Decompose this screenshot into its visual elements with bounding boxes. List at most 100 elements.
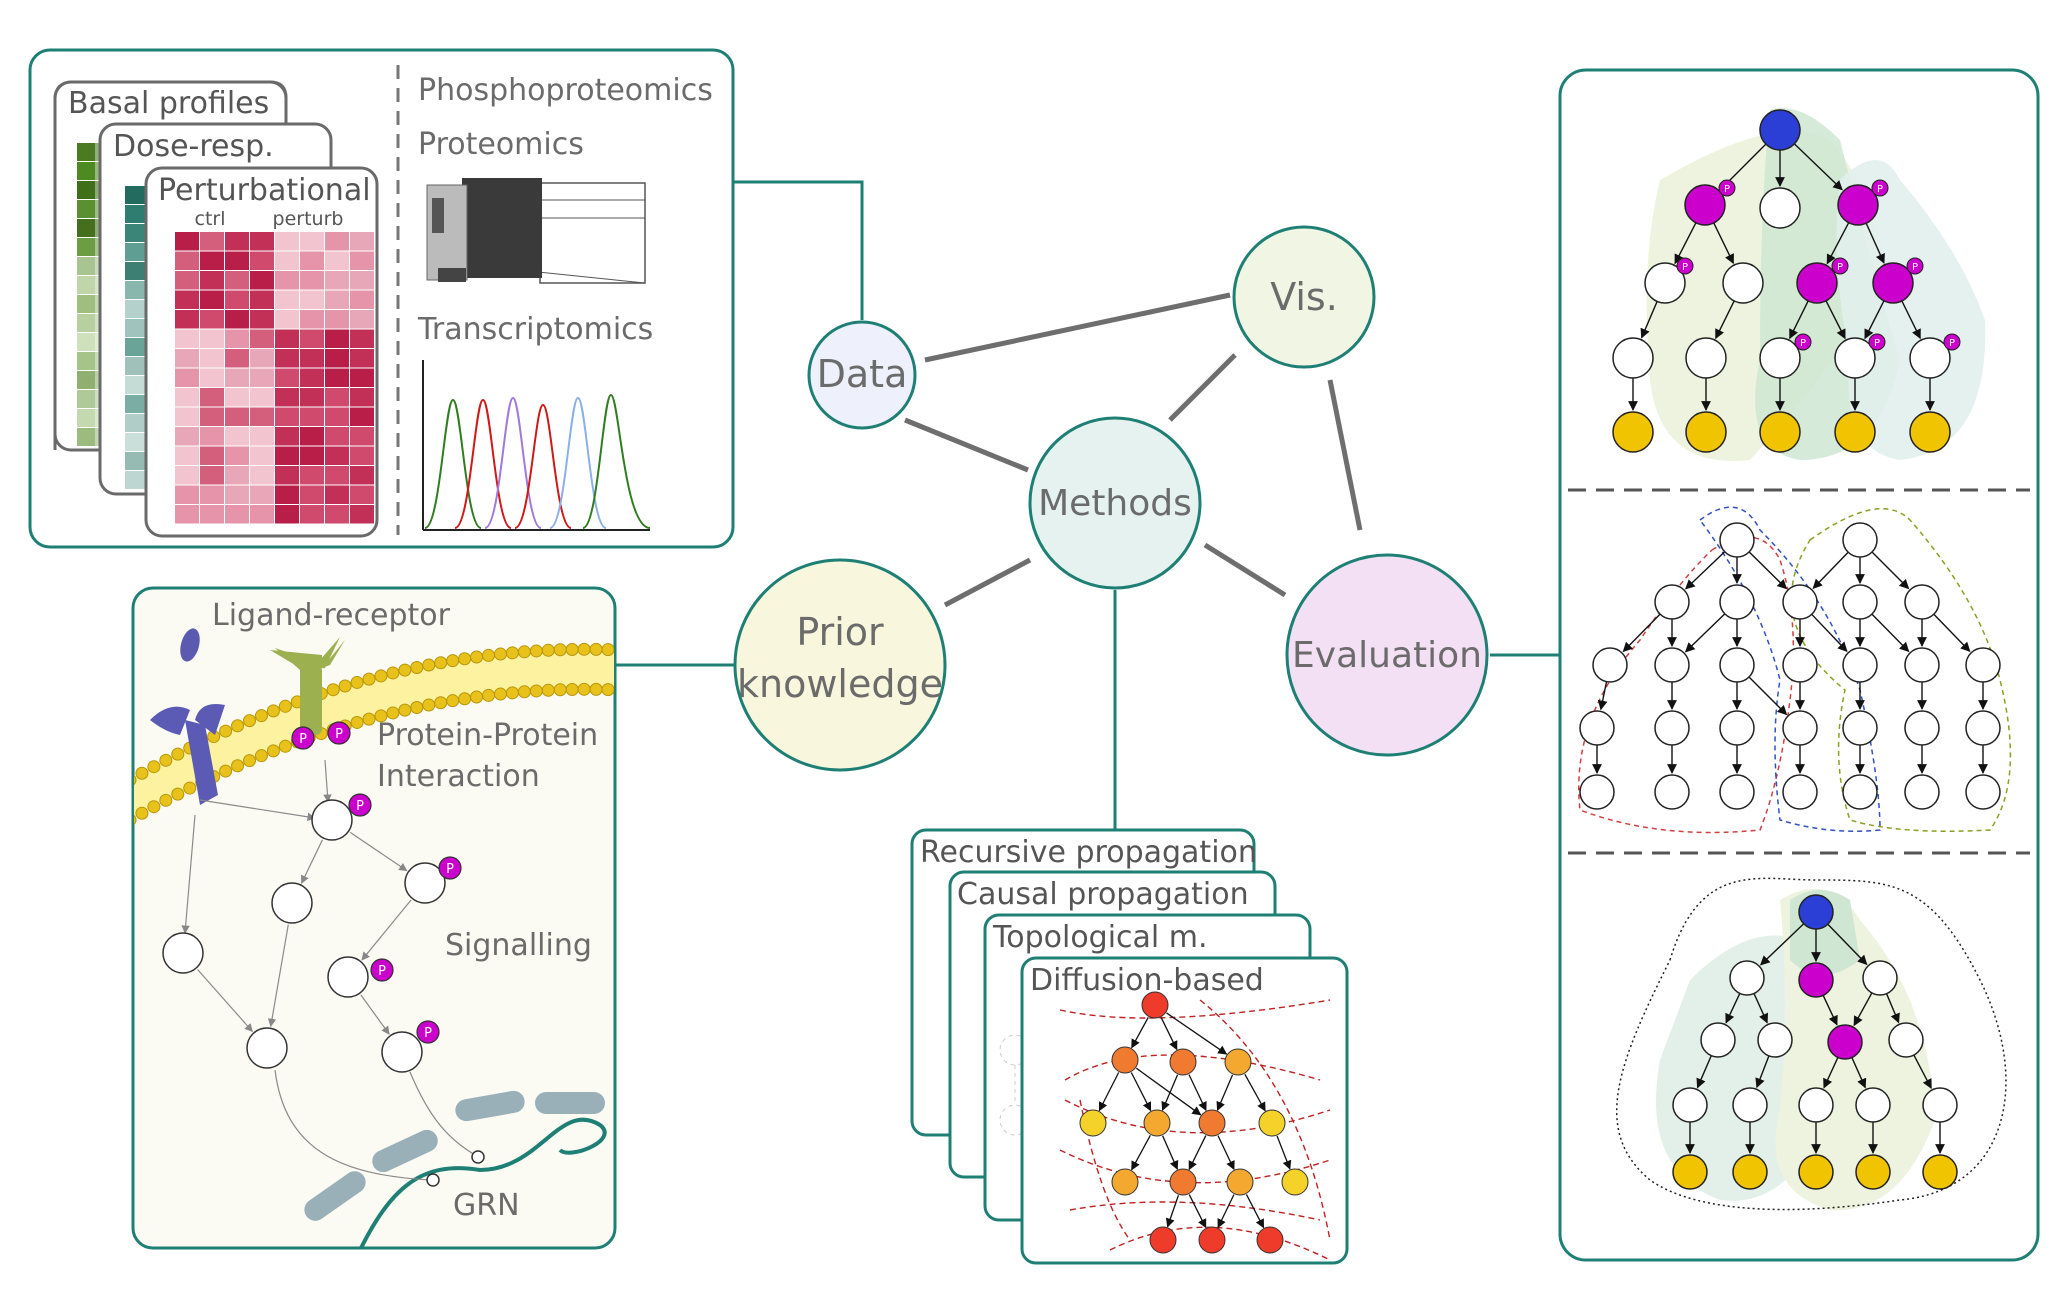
phospho-badge bbox=[1794, 333, 1812, 351]
proteomics-label: Proteomics bbox=[418, 127, 584, 162]
tree-node bbox=[1855, 1154, 1891, 1190]
diffusion-edge bbox=[1161, 1074, 1179, 1111]
evaluation-panel: P P P P P P P P bbox=[1558, 68, 2040, 1262]
heat-cell bbox=[325, 251, 349, 270]
heat-cell bbox=[225, 271, 249, 290]
tree-node bbox=[1700, 1022, 1736, 1058]
heat-cell bbox=[225, 232, 249, 251]
protein-node bbox=[271, 882, 313, 924]
lipid-dot bbox=[159, 753, 173, 767]
evaluation-trees: P P P P P P P P bbox=[1579, 109, 2001, 1190]
vis-node[interactable]: Vis. bbox=[1232, 225, 1376, 369]
heat-cell bbox=[77, 390, 95, 408]
heat-cell bbox=[225, 329, 249, 348]
vis-node-label: Vis. bbox=[1270, 275, 1338, 319]
heat-cell bbox=[275, 368, 299, 387]
evaluation-node[interactable]: Evaluation bbox=[1285, 553, 1489, 757]
lipid-dot bbox=[541, 683, 555, 697]
heat-cell bbox=[350, 407, 374, 426]
lipid-dot bbox=[243, 714, 257, 728]
methods-node[interactable]: Methods bbox=[1028, 416, 1202, 590]
tree-node bbox=[1798, 962, 1834, 998]
heat-cell bbox=[175, 466, 199, 485]
tree-node bbox=[1685, 411, 1727, 453]
tree-node bbox=[1909, 337, 1951, 379]
tree-edge bbox=[1885, 993, 1900, 1024]
receptor-icon bbox=[270, 637, 345, 735]
diffusion-node bbox=[1281, 1168, 1309, 1196]
heat-cell bbox=[300, 466, 324, 485]
diffusion-contour bbox=[1199, 999, 1331, 1241]
recursive-propagation-label: Recursive propagation bbox=[920, 835, 1257, 870]
heat-cell bbox=[275, 232, 299, 251]
diffusion-node bbox=[1258, 1109, 1286, 1137]
heat-cell bbox=[125, 357, 145, 375]
tree-node bbox=[1732, 1087, 1768, 1123]
lipid-dot bbox=[601, 683, 614, 697]
heat-cell bbox=[275, 310, 299, 329]
protein-node bbox=[162, 932, 204, 974]
heat-cell bbox=[125, 205, 145, 223]
tree-edge bbox=[1864, 300, 1885, 340]
lipid-dot bbox=[171, 747, 185, 761]
lipid-dot bbox=[458, 652, 472, 666]
tree-edge bbox=[1901, 300, 1921, 340]
tree-edge bbox=[1865, 222, 1885, 264]
heat-cell bbox=[125, 224, 145, 242]
tree-node bbox=[1719, 774, 1755, 810]
lipid-dot bbox=[541, 643, 555, 657]
tree-node bbox=[1782, 584, 1818, 620]
tree-node bbox=[1579, 710, 1615, 746]
heat-cell bbox=[300, 329, 324, 348]
heat-cell bbox=[275, 290, 299, 309]
diffusion-edge bbox=[1098, 1072, 1120, 1112]
data-panel: Basal profiles Dose-resp. Perturbational… bbox=[28, 48, 735, 549]
lipid-dot bbox=[517, 645, 531, 659]
transcriptomics-peaks bbox=[422, 360, 651, 531]
heat-cell bbox=[350, 466, 374, 485]
grn-label: GRN bbox=[453, 1188, 520, 1223]
diffusion-edge bbox=[1160, 1017, 1178, 1051]
heat-cell bbox=[77, 371, 95, 389]
dose-heat-strip bbox=[125, 186, 145, 489]
lipid-dot bbox=[482, 648, 496, 662]
data-node[interactable]: Data bbox=[807, 320, 917, 430]
prior-knowledge-node[interactable]: Prior knowledge bbox=[733, 558, 947, 772]
diffusion-node bbox=[1149, 1226, 1177, 1254]
tree-edge bbox=[1811, 613, 1848, 652]
tree-node bbox=[1922, 1087, 1958, 1123]
lipid-dot bbox=[470, 690, 484, 704]
tree-node bbox=[1904, 647, 1940, 683]
heat-cell bbox=[175, 505, 199, 524]
diffusion-node bbox=[1198, 1226, 1226, 1254]
lipid-dot bbox=[159, 793, 173, 807]
heat-cell bbox=[300, 446, 324, 465]
tree-edge bbox=[1622, 613, 1661, 653]
tree-node bbox=[1719, 710, 1755, 746]
diffusion-based-card[interactable]: Diffusion-based bbox=[1020, 956, 1349, 1265]
lipid-dot bbox=[171, 787, 185, 801]
data-node-label: Data bbox=[817, 352, 908, 396]
prior-knowledge-panel: Ligand-receptor Protein-Protein Interact… bbox=[131, 586, 617, 1250]
tree-node bbox=[1759, 337, 1801, 379]
tree-edge bbox=[1748, 676, 1788, 716]
lipid-dot bbox=[410, 700, 424, 714]
phospho-label: P bbox=[356, 799, 364, 814]
diffusion-edge bbox=[1276, 1135, 1292, 1170]
heat-cell bbox=[175, 427, 199, 446]
diffusion-edge bbox=[1188, 1074, 1207, 1112]
heat-cell bbox=[250, 349, 274, 368]
signal-edge bbox=[197, 969, 253, 1033]
tree-edge bbox=[1812, 551, 1849, 590]
phospho-label: P bbox=[1837, 262, 1843, 273]
tree-node bbox=[1722, 262, 1764, 304]
heat-cell bbox=[275, 466, 299, 485]
heat-cell bbox=[200, 368, 224, 387]
tree-edge bbox=[1823, 1057, 1839, 1089]
heat-cell bbox=[225, 368, 249, 387]
prior-node-label-1: Prior bbox=[796, 610, 884, 654]
lipid-dot bbox=[505, 686, 519, 700]
diffusion-network bbox=[1059, 991, 1331, 1261]
heat-cell bbox=[325, 485, 349, 504]
lipid-dot bbox=[446, 694, 460, 708]
